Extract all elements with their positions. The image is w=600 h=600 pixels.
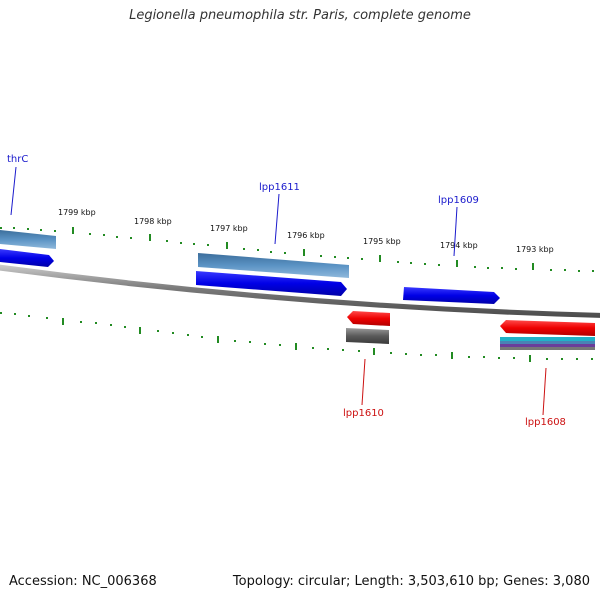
gene-label-lpp1610[interactable]: lpp1610 <box>343 408 384 419</box>
tick-label: 1796 kbp <box>287 231 325 240</box>
genome-backbone <box>0 264 600 318</box>
forward-genes <box>0 249 500 304</box>
cyan-feature <box>500 337 595 341</box>
inner-tick-ring <box>0 312 593 362</box>
tick-label: 1795 kbp <box>363 237 401 246</box>
gene-arrow-lpp1608 <box>500 320 595 336</box>
gene-arrow-thrc <box>0 249 54 267</box>
gene-labels: thrC lpp1611 lpp1609 lpp1610 lpp1608 <box>7 154 566 428</box>
cds-features <box>0 230 349 278</box>
tick-label: 1794 kbp <box>440 241 478 250</box>
inner-features <box>346 328 595 350</box>
cds-feature-thrc <box>0 230 56 249</box>
gene-label-lpp1608[interactable]: lpp1608 <box>525 417 566 428</box>
leader-lpp1610 <box>361 358 366 406</box>
gene-arrow-lpp1611 <box>196 271 347 296</box>
gene-label-lpp1609[interactable]: lpp1609 <box>438 195 479 206</box>
gene-label-lpp1611[interactable]: lpp1611 <box>259 182 300 193</box>
reverse-genes <box>347 311 595 336</box>
tick-label: 1798 kbp <box>134 217 172 226</box>
leader-lpp1608 <box>542 367 547 416</box>
purple-feature <box>500 344 595 347</box>
gene-arrow-lpp1610 <box>347 311 390 326</box>
steel-feature <box>500 341 595 344</box>
topology-text: Topology: circular; Length: 3,503,610 bp… <box>232 574 590 589</box>
tick-label: 1797 kbp <box>210 224 248 233</box>
tick-label: 1799 kbp <box>58 208 96 217</box>
accession-text: Accession: NC_006368 <box>9 574 157 589</box>
leader-lines <box>10 166 547 416</box>
leader-lpp1609 <box>453 206 458 257</box>
map-title: Legionella pneumophila str. Paris, compl… <box>129 8 471 23</box>
leader-thrc <box>10 166 17 216</box>
outer-tick-ring <box>0 227 594 272</box>
leader-lpp1611 <box>274 193 280 245</box>
tick-label: 1793 kbp <box>516 245 554 254</box>
gene-arrow-lpp1609 <box>403 287 500 304</box>
rna-feature-lpp1610 <box>346 328 389 344</box>
gray-feature <box>500 347 595 350</box>
kbp-labels: 1799 kbp 1798 kbp 1797 kbp 1796 kbp 1795… <box>58 208 554 254</box>
cds-feature-lpp1611 <box>198 253 349 278</box>
gene-label-thrc[interactable]: thrC <box>7 154 28 165</box>
